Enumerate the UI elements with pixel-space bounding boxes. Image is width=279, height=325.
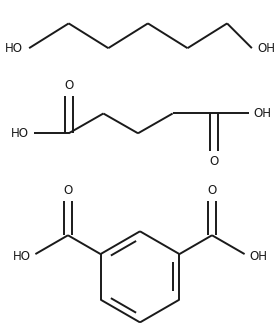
Text: OH: OH: [254, 107, 272, 120]
Text: HO: HO: [11, 127, 29, 140]
Text: O: O: [63, 184, 73, 197]
Text: O: O: [207, 184, 217, 197]
Text: OH: OH: [258, 42, 276, 55]
Text: OH: OH: [249, 250, 268, 263]
Text: HO: HO: [5, 42, 23, 55]
Text: O: O: [210, 154, 219, 167]
Text: HO: HO: [13, 250, 30, 263]
Text: O: O: [64, 79, 73, 92]
